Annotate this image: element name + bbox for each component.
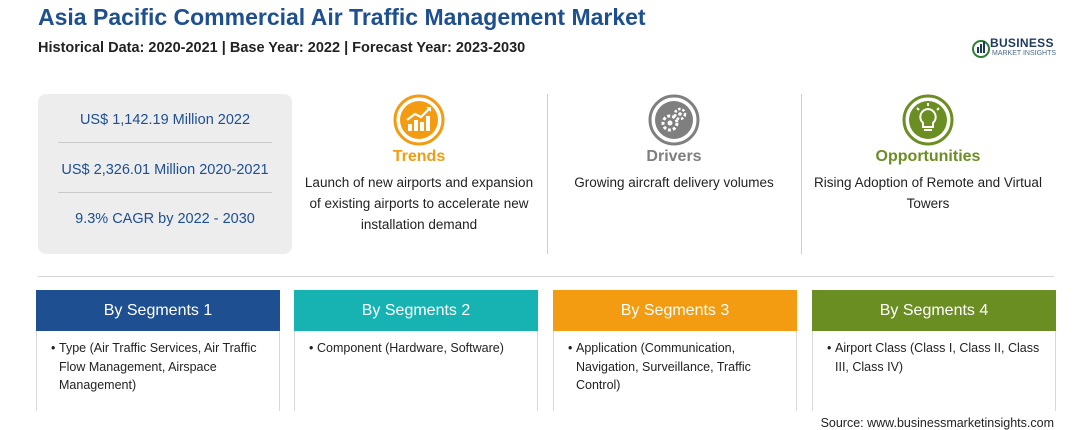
segment-1-heading: By Segments 1 — [36, 290, 280, 331]
divider — [547, 94, 548, 254]
opportunities-text: Rising Adoption of Remote and Virtual To… — [814, 175, 1042, 211]
segment-2-heading: By Segments 2 — [294, 290, 538, 331]
drivers-column: Drivers Growing aircraft delivery volume… — [554, 94, 794, 193]
opportunities-column: Opportunities Rising Adoption of Remote … — [808, 94, 1048, 214]
segment-card-4: By Segments 4 • Airport Class (Class I, … — [812, 290, 1056, 411]
divider — [801, 94, 802, 254]
market-stats-panel: US$ 1,142.19 Million 2022 US$ 2,326.01 M… — [38, 94, 292, 254]
segment-3-body: • Application (Communication, Navigation… — [553, 331, 797, 411]
page-subtitle: Historical Data: 2020-2021 | Base Year: … — [38, 40, 526, 56]
divider — [58, 192, 272, 193]
divider — [58, 142, 272, 143]
gears-icon — [648, 94, 700, 146]
trends-text: Launch of new airports and expansion of … — [304, 175, 534, 232]
logo-tagline: MARKET INSIGHTS — [992, 50, 1057, 57]
segment-card-2: By Segments 2 • Component (Hardware, Sof… — [294, 290, 538, 411]
segment-4-item: Airport Class (Class I, Class II, Class … — [835, 341, 1040, 374]
segment-2-item: Component (Hardware, Software) — [317, 341, 504, 355]
drivers-heading: Drivers — [646, 148, 702, 165]
segment-2-body: • Component (Hardware, Software) — [294, 331, 538, 411]
stat-historical-value: US$ 2,326.01 Million 2020-2021 — [61, 162, 269, 178]
drivers-text: Growing aircraft delivery volumes — [574, 175, 774, 190]
trends-column: Trends Launch of new airports and expans… — [299, 94, 539, 235]
segment-card-3: By Segments 3 • Application (Communicati… — [553, 290, 797, 411]
bullet: • — [568, 341, 573, 355]
segment-1-body: • Type (Air Traffic Services, Air Traffi… — [36, 331, 280, 411]
segment-3-heading: By Segments 3 — [553, 290, 797, 331]
segment-card-1: By Segments 1 • Type (Air Traffic Servic… — [36, 290, 280, 411]
logo-text: BUSINESS — [990, 36, 1054, 50]
page-title: Asia Pacific Commercial Air Traffic Mana… — [38, 4, 646, 30]
opportunities-heading: Opportunities — [875, 148, 981, 165]
segment-4-heading: By Segments 4 — [812, 290, 1056, 331]
trend-chart-icon — [393, 94, 445, 146]
trends-heading: Trends — [392, 148, 446, 165]
bullet: • — [827, 341, 832, 355]
source-note: Source: www.businessmarketinsights.com — [820, 416, 1054, 430]
company-logo: BUSINESS MARKET INSIGHTS — [972, 36, 1062, 62]
bullet: • — [51, 341, 56, 355]
stat-market-size-2022: US$ 1,142.19 Million 2022 — [79, 112, 251, 128]
segment-3-item: Application (Communication, Navigation, … — [576, 341, 751, 392]
lightbulb-icon — [902, 94, 954, 146]
stat-cagr: 9.3% CAGR by 2022 - 2030 — [75, 211, 255, 227]
segment-4-body: • Airport Class (Class I, Class II, Clas… — [812, 331, 1056, 411]
segment-1-item: Type (Air Traffic Services, Air Traffic … — [59, 341, 257, 392]
divider — [38, 276, 1054, 277]
logo-globe-icon — [972, 40, 990, 58]
bullet: • — [309, 341, 314, 355]
